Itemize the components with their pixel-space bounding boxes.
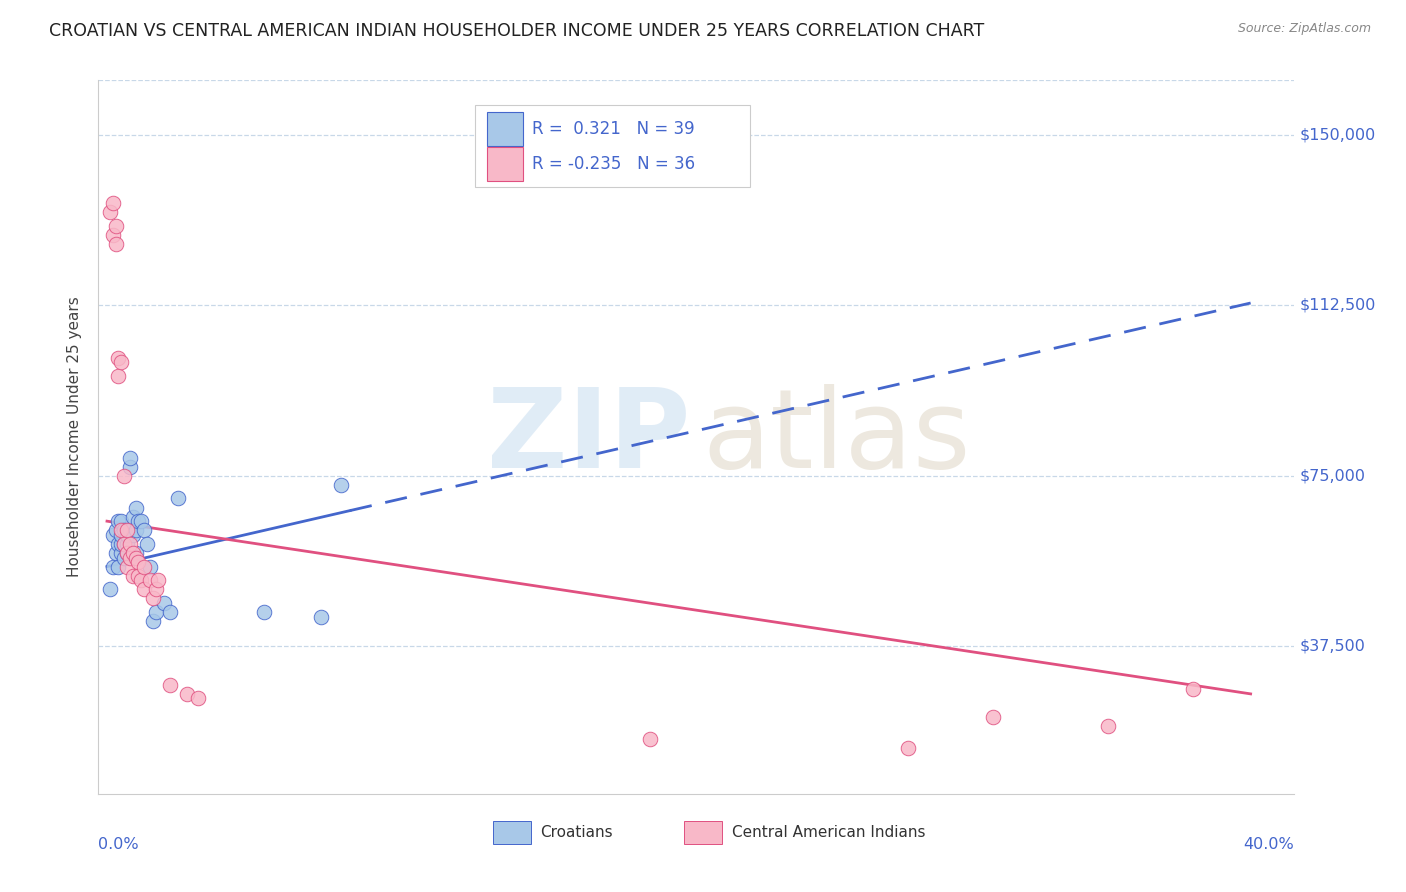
Point xyxy=(134,523,156,537)
Point xyxy=(110,355,132,369)
Point xyxy=(121,568,143,582)
Point xyxy=(159,678,181,692)
Point xyxy=(131,574,153,588)
Point xyxy=(115,559,138,574)
Text: Croatians: Croatians xyxy=(541,825,613,840)
Point xyxy=(127,514,149,528)
Point xyxy=(110,528,132,542)
Point xyxy=(107,351,129,365)
Point xyxy=(167,491,190,506)
Point xyxy=(131,514,153,528)
FancyBboxPatch shape xyxy=(486,146,523,181)
Point xyxy=(118,550,141,565)
Point xyxy=(311,609,333,624)
Point xyxy=(1097,719,1119,733)
Point xyxy=(124,500,146,515)
Y-axis label: Householder Income Under 25 years: Householder Income Under 25 years xyxy=(67,297,83,577)
Point xyxy=(104,236,127,251)
Point xyxy=(112,550,135,565)
Point xyxy=(118,523,141,537)
Point xyxy=(121,509,143,524)
Point xyxy=(115,546,138,560)
Point xyxy=(115,537,138,551)
Point xyxy=(101,559,124,574)
Point xyxy=(110,546,132,560)
Point xyxy=(145,582,167,597)
Point xyxy=(107,537,129,551)
FancyBboxPatch shape xyxy=(475,105,749,187)
Point xyxy=(136,537,159,551)
Point xyxy=(127,568,149,582)
Point xyxy=(115,528,138,542)
Text: Central American Indians: Central American Indians xyxy=(733,825,925,840)
Text: $37,500: $37,500 xyxy=(1299,639,1365,654)
Point xyxy=(115,546,138,560)
FancyBboxPatch shape xyxy=(494,821,531,844)
Point xyxy=(124,550,146,565)
Point xyxy=(112,537,135,551)
Point xyxy=(107,514,129,528)
FancyBboxPatch shape xyxy=(685,821,723,844)
Text: R =  0.321   N = 39: R = 0.321 N = 39 xyxy=(533,120,695,137)
Text: atlas: atlas xyxy=(702,384,970,491)
Point xyxy=(153,596,176,610)
Point xyxy=(110,523,132,537)
Point xyxy=(107,368,129,383)
Point xyxy=(112,537,135,551)
Point xyxy=(101,528,124,542)
Point xyxy=(98,205,121,219)
Point xyxy=(110,514,132,528)
Point xyxy=(330,478,353,492)
Text: R = -0.235   N = 36: R = -0.235 N = 36 xyxy=(533,155,696,173)
Point xyxy=(145,605,167,619)
Point xyxy=(187,691,209,706)
Point xyxy=(127,555,149,569)
Point xyxy=(148,574,170,588)
Text: $150,000: $150,000 xyxy=(1299,128,1375,143)
Point xyxy=(107,559,129,574)
Point xyxy=(139,574,162,588)
Point xyxy=(118,459,141,474)
Point xyxy=(142,614,165,628)
Point xyxy=(638,732,661,747)
Text: $112,500: $112,500 xyxy=(1299,298,1376,313)
FancyBboxPatch shape xyxy=(486,112,523,146)
Point xyxy=(253,605,276,619)
Point xyxy=(104,523,127,537)
Point xyxy=(118,450,141,465)
Point xyxy=(112,523,135,537)
Point xyxy=(896,741,918,756)
Point xyxy=(104,219,127,233)
Point xyxy=(124,546,146,560)
Point xyxy=(142,591,165,606)
Text: 40.0%: 40.0% xyxy=(1243,837,1294,852)
Point xyxy=(139,559,162,574)
Point xyxy=(124,523,146,537)
Point xyxy=(101,227,124,242)
Point xyxy=(134,559,156,574)
Point xyxy=(110,537,132,551)
Point xyxy=(101,196,124,211)
Point xyxy=(121,528,143,542)
Point xyxy=(159,605,181,619)
Text: $75,000: $75,000 xyxy=(1299,468,1365,483)
Point xyxy=(98,582,121,597)
Point xyxy=(115,523,138,537)
Point xyxy=(134,582,156,597)
Point xyxy=(1182,682,1205,697)
Text: ZIP: ZIP xyxy=(486,384,690,491)
Text: 0.0%: 0.0% xyxy=(98,837,139,852)
Point xyxy=(176,687,198,701)
Text: CROATIAN VS CENTRAL AMERICAN INDIAN HOUSEHOLDER INCOME UNDER 25 YEARS CORRELATIO: CROATIAN VS CENTRAL AMERICAN INDIAN HOUS… xyxy=(49,22,984,40)
Point xyxy=(104,546,127,560)
Point xyxy=(981,709,1004,723)
Point xyxy=(121,546,143,560)
Text: Source: ZipAtlas.com: Source: ZipAtlas.com xyxy=(1237,22,1371,36)
Point xyxy=(112,468,135,483)
Point xyxy=(118,537,141,551)
